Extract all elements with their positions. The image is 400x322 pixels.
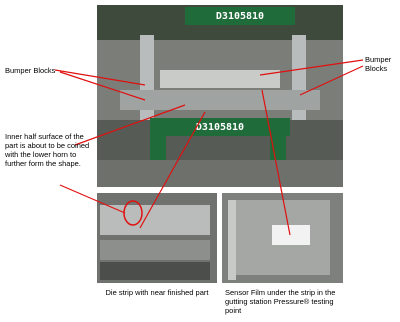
annotation: Bumper Blocks bbox=[365, 55, 392, 73]
strip-photo bbox=[97, 193, 217, 283]
annotation: Inner half surface of the part is about … bbox=[5, 132, 90, 168]
caption: Sensor Film under the strip in the gutti… bbox=[225, 288, 336, 315]
arrows bbox=[54, 59, 364, 236]
annotation: Bumper Blocks bbox=[5, 66, 56, 75]
sensor-photo bbox=[222, 193, 343, 283]
sign-bottom: D3105810 bbox=[196, 122, 244, 133]
sign-top: D3105810 bbox=[216, 11, 264, 22]
caption: Die strip with near finished part bbox=[105, 288, 209, 297]
